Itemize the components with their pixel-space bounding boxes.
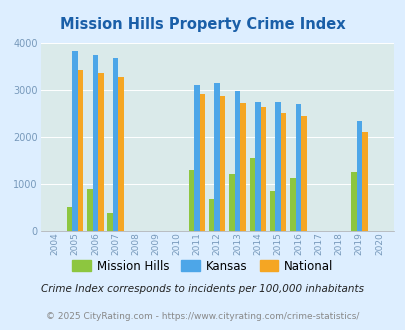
Bar [280,114,286,231]
Bar [87,189,92,231]
Bar [350,172,356,231]
Bar [209,199,214,231]
Bar [98,74,103,231]
Bar [199,94,205,231]
Bar [249,158,254,231]
Text: Crime Index corresponds to incidents per 100,000 inhabitants: Crime Index corresponds to incidents per… [41,284,364,294]
Bar [301,116,306,231]
Text: Mission Hills Property Crime Index: Mission Hills Property Crime Index [60,16,345,31]
Bar [214,83,220,231]
Bar [92,55,98,231]
Bar [295,104,301,231]
Bar [78,70,83,231]
Bar [356,121,361,231]
Bar [220,96,225,231]
Bar [188,170,194,231]
Bar [107,213,113,231]
Bar [361,132,367,231]
Bar [229,174,234,231]
Bar [67,208,72,231]
Bar [240,103,245,231]
Bar [275,102,280,231]
Bar [260,107,265,231]
Bar [194,85,199,231]
Bar [234,91,240,231]
Bar [269,190,275,231]
Legend: Mission Hills, Kansas, National: Mission Hills, Kansas, National [67,255,338,278]
Text: © 2025 CityRating.com - https://www.cityrating.com/crime-statistics/: © 2025 CityRating.com - https://www.city… [46,312,359,321]
Bar [254,102,260,231]
Bar [290,178,295,231]
Bar [118,77,124,231]
Bar [113,58,118,231]
Bar [72,51,78,231]
